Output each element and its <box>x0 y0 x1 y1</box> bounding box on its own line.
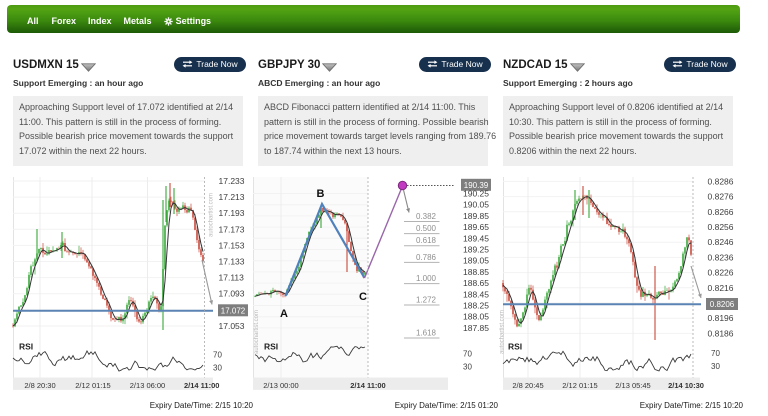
svg-text:2/14 11:00: 2/14 11:00 <box>184 381 219 390</box>
svg-text:30: 30 <box>213 364 222 373</box>
svg-text:30: 30 <box>711 362 720 371</box>
svg-text:B: B <box>317 188 325 200</box>
svg-text:0.382: 0.382 <box>416 212 437 221</box>
svg-text:188.65: 188.65 <box>463 278 489 288</box>
svg-text:17.193: 17.193 <box>219 208 245 218</box>
svg-text:0.8236: 0.8236 <box>708 252 734 262</box>
svg-text:autochartist.com: autochartist.com <box>500 310 506 354</box>
svg-text:0.618: 0.618 <box>416 236 437 245</box>
svg-text:0.8286: 0.8286 <box>708 176 734 186</box>
svg-text:autochartist.com: autochartist.com <box>209 193 215 237</box>
svg-text:17.053: 17.053 <box>219 321 245 331</box>
svg-text:0.8276: 0.8276 <box>708 192 734 202</box>
svg-text:17.113: 17.113 <box>219 273 245 283</box>
svg-text:30: 30 <box>463 363 472 372</box>
svg-text:2/14 10:30: 2/14 10:30 <box>668 381 704 390</box>
svg-text:0.8246: 0.8246 <box>708 237 734 247</box>
svg-text:0.500: 0.500 <box>416 224 437 233</box>
svg-text:2/8 20:45: 2/8 20:45 <box>512 381 543 390</box>
svg-text:17.213: 17.213 <box>219 192 245 202</box>
svg-text:187.85: 187.85 <box>463 323 489 333</box>
svg-text:RSI: RSI <box>264 342 278 352</box>
svg-text:2/13 00:00: 2/13 00:00 <box>263 381 298 390</box>
svg-text:0.8256: 0.8256 <box>708 222 734 232</box>
svg-text:189.85: 189.85 <box>463 211 489 221</box>
svg-text:RSI: RSI <box>508 342 522 352</box>
svg-text:2/8 20:30: 2/8 20:30 <box>24 381 55 390</box>
svg-text:190.39: 190.39 <box>464 181 489 190</box>
svg-text:2/12 01:15: 2/12 01:15 <box>562 381 597 390</box>
svg-text:70: 70 <box>213 351 222 360</box>
svg-text:17.233: 17.233 <box>219 176 245 186</box>
svg-text:190.05: 190.05 <box>463 200 489 210</box>
svg-text:0.8216: 0.8216 <box>708 283 734 293</box>
svg-text:189.05: 189.05 <box>463 256 489 266</box>
svg-text:0.786: 0.786 <box>416 253 437 262</box>
svg-text:0.8206: 0.8206 <box>710 300 735 309</box>
svg-text:2/13 05:45: 2/13 05:45 <box>615 381 650 390</box>
svg-text:190.25: 190.25 <box>463 189 489 199</box>
svg-text:189.45: 189.45 <box>463 233 489 243</box>
svg-text:17.153: 17.153 <box>219 240 245 250</box>
svg-text:70: 70 <box>711 349 720 358</box>
svg-text:0.8266: 0.8266 <box>708 207 734 217</box>
svg-text:188.25: 188.25 <box>463 301 489 311</box>
svg-text:autochartist.com: autochartist.com <box>254 310 260 354</box>
svg-text:17.093: 17.093 <box>219 289 245 299</box>
svg-text:17.133: 17.133 <box>219 257 245 267</box>
svg-text:189.25: 189.25 <box>463 245 489 255</box>
svg-text:RSI: RSI <box>19 342 33 352</box>
svg-text:1.272: 1.272 <box>416 296 437 305</box>
svg-text:188.85: 188.85 <box>463 267 489 277</box>
svg-text:C: C <box>359 291 367 303</box>
svg-text:1.000: 1.000 <box>416 274 437 283</box>
svg-text:189.65: 189.65 <box>463 222 489 232</box>
svg-text:0.8226: 0.8226 <box>708 268 734 278</box>
svg-text:2/14 11:00: 2/14 11:00 <box>350 381 385 390</box>
svg-text:0.8196: 0.8196 <box>708 313 734 323</box>
svg-text:A: A <box>280 308 288 320</box>
svg-text:0.8186: 0.8186 <box>708 328 734 338</box>
svg-text:70: 70 <box>463 350 472 359</box>
svg-text:17.173: 17.173 <box>219 224 245 234</box>
svg-text:17.072: 17.072 <box>221 306 246 315</box>
svg-text:188.05: 188.05 <box>463 312 489 322</box>
svg-text:2/12 01:15: 2/12 01:15 <box>75 381 110 390</box>
svg-text:2/13 06:00: 2/13 06:00 <box>130 381 165 390</box>
svg-text:188.45: 188.45 <box>463 289 489 299</box>
svg-text:1.618: 1.618 <box>416 329 437 338</box>
